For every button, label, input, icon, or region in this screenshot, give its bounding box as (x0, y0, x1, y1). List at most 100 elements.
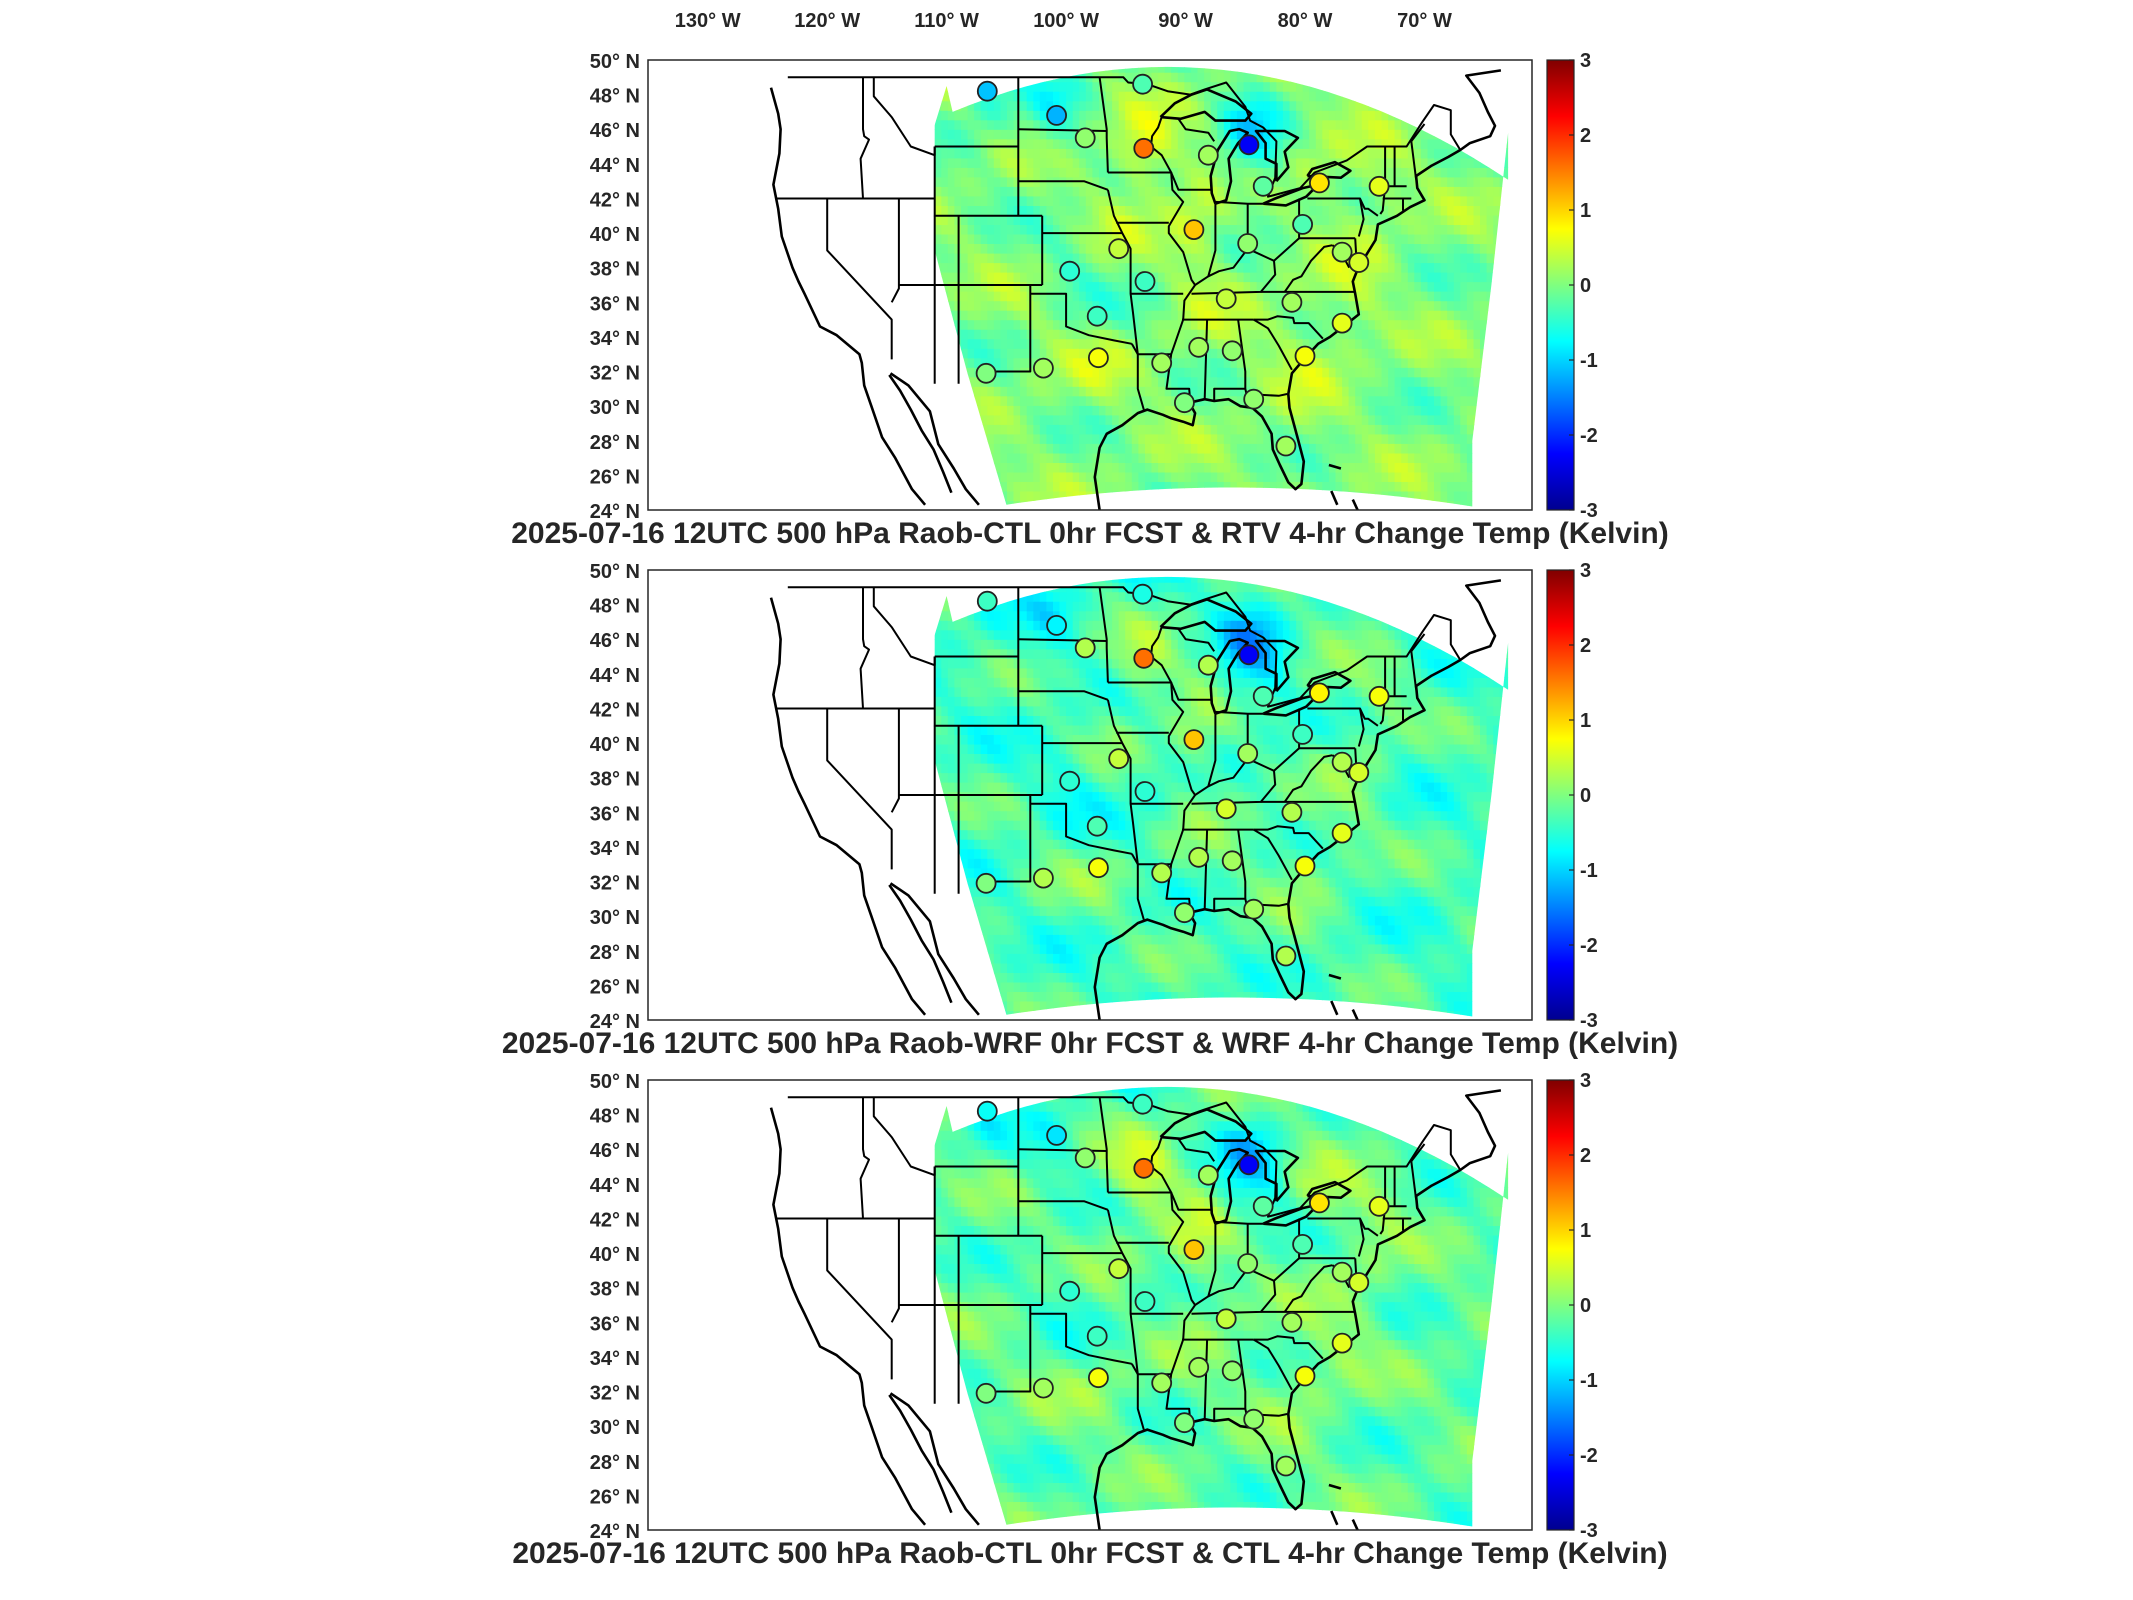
raob-station-marker (1221, 1360, 1243, 1382)
state-boundary (1106, 1209, 1139, 1375)
colorbar-tick-label: 3 (1580, 1070, 1591, 1092)
state-boundary (859, 1097, 870, 1219)
lat-label: 38° N (590, 1279, 640, 1301)
colorbar: 3 2 1 0 -1 -2 -3 (1546, 50, 1598, 522)
raob-station-marker (1174, 902, 1195, 924)
state-boundary (1177, 118, 1216, 142)
state-boundary (1191, 1267, 1277, 1315)
lat-label: 46° N (590, 120, 640, 142)
state-boundary (1177, 1138, 1216, 1162)
lat-label: 38° N (590, 259, 640, 281)
raob-station-marker (1188, 336, 1210, 358)
state-boundary (1194, 203, 1217, 286)
coastline-gulf-atlantic (1093, 69, 1502, 510)
colorbar: 3 2 1 0 -1 -2 -3 (1546, 1070, 1598, 1542)
colorbar-tick-label: -2 (1580, 935, 1598, 957)
map-panel-2: 50° N 48° N 46° N 44° N 42° N 40° N 38° N 36° N… (502, 560, 1678, 1060)
state-boundary (1136, 1374, 1145, 1430)
colorbar-tick-label: -1 (1580, 1370, 1598, 1392)
raob-station-marker (1197, 144, 1219, 166)
coastline-mexico (889, 882, 980, 1016)
state-boundary (826, 1218, 893, 1380)
raob-station-marker (1132, 583, 1153, 605)
state-boundary (1030, 1312, 1132, 1365)
colorbar-tick-label: 0 (1580, 275, 1591, 297)
raob-station-marker (1368, 1195, 1390, 1217)
raob-station-marker (1132, 1093, 1153, 1115)
state-boundary (1203, 1339, 1209, 1420)
raob-station-marker (976, 1100, 998, 1122)
coastline-mexico (889, 1392, 980, 1526)
lat-label: 32° N (590, 1383, 640, 1405)
map-outlines (769, 1089, 1502, 1530)
lat-label: 50° N (590, 561, 640, 583)
lat-label: 32° N (590, 363, 640, 385)
raob-station-marker (1059, 260, 1081, 282)
raob-station-marker (1151, 352, 1173, 374)
raob-station-marker (1243, 1408, 1265, 1430)
bahamas-island-3 (1351, 499, 1359, 510)
raob-station-marker (1133, 137, 1155, 159)
great-lake-2 (1209, 637, 1249, 715)
bahamas-island-1 (1328, 973, 1342, 980)
canada-border (787, 586, 1462, 708)
state-boundary (1410, 123, 1426, 142)
great-lake-3 (1254, 1149, 1300, 1203)
coastline-gulf-atlantic (1093, 579, 1502, 1020)
state-boundary (859, 77, 870, 199)
raob-station-marker (975, 872, 997, 894)
map-frame (647, 59, 1533, 511)
lon-label: 120° W (794, 10, 860, 32)
state-boundary (1253, 1338, 1293, 1391)
colorbar-tick-label: 1 (1580, 200, 1591, 222)
state-boundary (1215, 1220, 1264, 1225)
coastline-mexico (889, 372, 980, 506)
raob-station-marker (1151, 1372, 1173, 1394)
state-boundary (1191, 757, 1277, 805)
state-boundary (1307, 197, 1379, 217)
state-boundary (1030, 292, 1132, 345)
state-boundary (1098, 587, 1109, 683)
lat-label: 50° N (590, 51, 640, 73)
coastline-west (769, 87, 927, 506)
state-boundary (1177, 628, 1216, 652)
lat-label: 28° N (590, 942, 640, 964)
raob-station-marker (1151, 862, 1173, 884)
raob-station-marker (1134, 271, 1156, 292)
state-boundary (1106, 189, 1139, 355)
latitude-labels: 50° N 48° N 46° N 44° N 42° N 40° N 38° N 36° N… (590, 561, 640, 1033)
raob-station-marker (1183, 1239, 1205, 1260)
colorbar-tick-label: 1 (1580, 1220, 1591, 1242)
raob-station-marker (1243, 898, 1265, 920)
raob-station-marker (1331, 312, 1353, 334)
raob-station-marker (1033, 867, 1054, 889)
raob-station-marker (1368, 685, 1390, 707)
state-boundary (1357, 1218, 1365, 1257)
coastline-baja-gulf (888, 884, 953, 1004)
raob-station-marker (1309, 172, 1330, 194)
colorbar-tick-label: 0 (1580, 785, 1591, 807)
raob-station-marker (1108, 748, 1130, 770)
state-boundary (1194, 1223, 1217, 1306)
raob-station-marker (1275, 1455, 1297, 1477)
raob-station-marker (1046, 1125, 1067, 1146)
lat-label: 42° N (590, 190, 640, 212)
raob-stations (975, 73, 1390, 457)
state-boundary (1410, 633, 1426, 652)
raob-station-marker (975, 1382, 997, 1404)
state-boundary (1191, 247, 1277, 295)
state-boundary (1283, 754, 1333, 803)
raob-station-marker (975, 362, 997, 384)
great-lake-1 (1159, 88, 1253, 122)
lat-label: 48° N (590, 596, 640, 618)
state-boundary (1253, 1335, 1324, 1360)
lat-label: 34° N (590, 1348, 640, 1370)
raob-station-marker (1294, 1365, 1316, 1387)
state-boundary (1253, 318, 1293, 371)
raob-station-marker (1275, 945, 1297, 967)
state-boundary (1410, 1161, 1418, 1200)
raob-station-marker (1237, 1253, 1259, 1274)
lat-label: 48° N (590, 1106, 640, 1128)
raob-station-marker (1281, 1311, 1303, 1333)
